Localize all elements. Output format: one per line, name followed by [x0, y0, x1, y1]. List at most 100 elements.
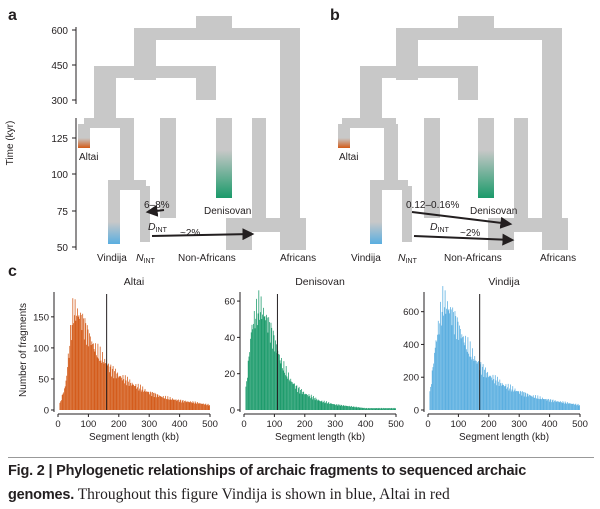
histogram-bar — [291, 381, 292, 410]
histogram-bar — [432, 367, 434, 410]
histogram-bar — [94, 351, 96, 410]
histogram-bar — [566, 403, 568, 410]
histogram-bar — [508, 390, 510, 410]
histogram-bar — [500, 383, 501, 410]
histogram-bar — [366, 407, 368, 410]
histogram-bar — [454, 311, 456, 410]
histogram-bar — [77, 316, 79, 410]
histogram-bar — [567, 403, 569, 410]
histogram-bar — [557, 401, 558, 410]
histogram-bar — [551, 402, 552, 410]
histogram-bar — [385, 408, 387, 410]
d-int-b: DINT — [430, 221, 450, 234]
histogram-bar — [130, 382, 131, 410]
histogram-altai: Altai 0 50 100 150 0 100 200 300 400 500 Segment le… — [33, 276, 218, 443]
histogram-bar — [74, 299, 76, 410]
histogram-bar — [207, 403, 209, 410]
histogram-bar — [249, 352, 251, 410]
y-tick-label: 0 — [230, 406, 235, 417]
histogram-bar — [200, 403, 202, 410]
histogram-bar — [61, 395, 63, 410]
histogram-bar — [561, 403, 563, 410]
histogram-bar — [184, 400, 186, 410]
histogram-bar — [194, 403, 195, 410]
histogram-bar — [252, 329, 254, 410]
histogram-bar — [380, 408, 381, 410]
histogram-bar — [167, 396, 169, 410]
histogram-bar — [275, 340, 276, 410]
histogram-bar — [135, 384, 137, 410]
histogram-bar — [557, 401, 559, 410]
histogram-bar — [488, 375, 490, 410]
histogram-bar — [471, 359, 473, 410]
histogram-bar — [182, 400, 184, 410]
histogram-bar — [542, 397, 543, 410]
histogram-bar — [142, 386, 144, 410]
histogram-bar — [576, 405, 577, 410]
histogram-bar — [433, 363, 435, 410]
histogram-bar — [375, 408, 377, 410]
histogram-bar — [437, 334, 438, 410]
histogram-bar — [297, 388, 299, 410]
histogram-bar — [196, 403, 198, 410]
histogram-bar — [165, 398, 167, 410]
histogram-bar — [111, 376, 112, 410]
denisovan-label-b: Denisovan — [470, 206, 517, 217]
histogram-bar — [578, 405, 580, 410]
panel-a-label: a — [8, 7, 17, 24]
histogram-bar — [384, 408, 386, 410]
histogram-bar — [472, 348, 473, 410]
y-tick-label: 0 — [414, 406, 419, 417]
y-tick-label: 60 — [224, 297, 235, 308]
histogram-bar — [498, 385, 500, 410]
histogram-bar — [381, 408, 383, 410]
histogram-bar — [132, 384, 134, 410]
histogram-bar — [362, 408, 364, 410]
histogram-bar — [193, 402, 195, 410]
histogram-bar — [459, 328, 461, 410]
histogram-bar — [89, 333, 90, 410]
histogram-bar — [322, 402, 324, 410]
histogram-bar — [447, 301, 448, 410]
histogram-bar — [387, 408, 389, 410]
histogram-bar — [256, 325, 258, 410]
histogram-bar — [250, 338, 251, 410]
vindija-label-a: Vindija — [97, 253, 127, 264]
histogram-bar — [313, 395, 314, 410]
histogram-bar — [254, 328, 256, 410]
histogram-bar — [334, 404, 336, 410]
histogram-bar — [85, 323, 87, 410]
histogram-bar — [156, 397, 157, 410]
histogram-bar — [325, 402, 327, 410]
histogram-bar — [519, 390, 521, 410]
histogram-bar — [287, 378, 289, 410]
histogram-bar — [388, 408, 390, 410]
histogram-bar — [351, 406, 353, 410]
denisovan-tip-a — [216, 150, 232, 198]
histogram-bar — [526, 393, 528, 410]
histogram-bar — [209, 405, 210, 410]
histogram-bar — [507, 383, 509, 410]
histogram-bar — [304, 394, 305, 410]
histogram-bar — [158, 396, 160, 410]
histogram-bar — [443, 315, 444, 410]
histogram-bar — [371, 408, 373, 410]
histogram-bar — [86, 344, 87, 410]
histogram-bar — [137, 387, 138, 410]
histogram-bar — [470, 356, 472, 410]
histogram-bar — [345, 405, 347, 410]
histogram-bar — [551, 400, 553, 410]
histogram-bar — [312, 399, 314, 410]
histogram-bar — [326, 401, 327, 410]
histogram-bar — [549, 399, 551, 410]
histogram-bar — [296, 385, 298, 410]
x-axis-label: Segment length (kb) — [275, 432, 365, 443]
histogram-bar — [152, 391, 153, 410]
ytick-125: 125 — [51, 134, 68, 145]
histogram-bar — [525, 393, 527, 410]
histogram-bar — [294, 388, 296, 410]
histogram-bar — [505, 384, 507, 410]
histogram-bar — [121, 377, 122, 410]
histogram-bar — [513, 391, 514, 410]
histogram-bar — [314, 400, 316, 410]
